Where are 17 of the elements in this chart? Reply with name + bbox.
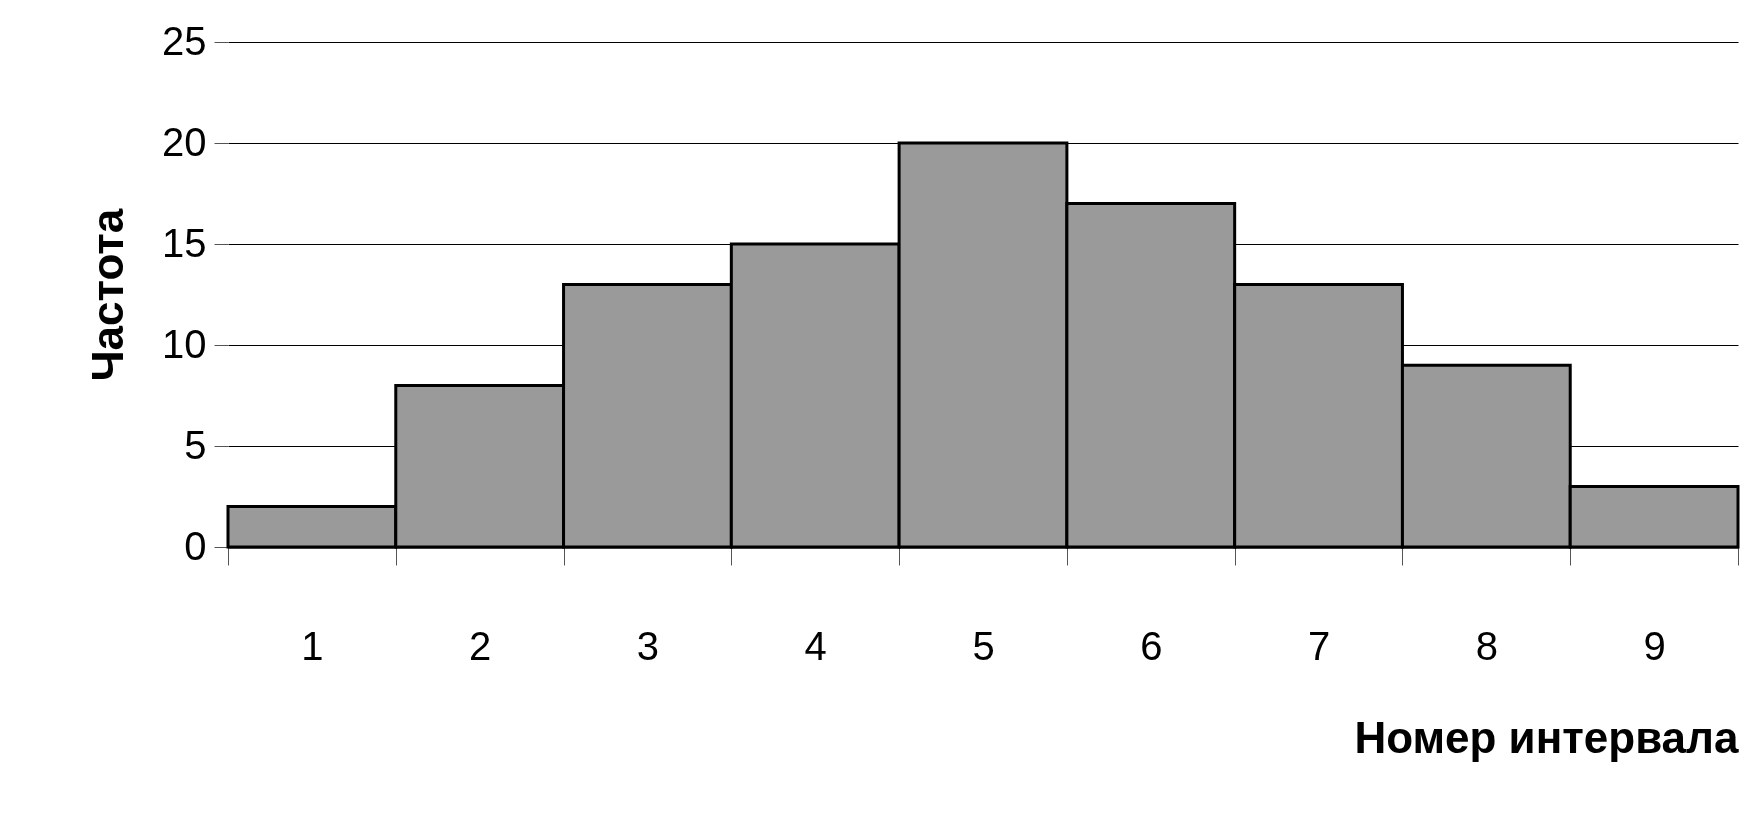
x-tick-label: 1: [301, 623, 324, 668]
x-axis-title: Номер интервала: [1354, 712, 1740, 762]
y-tick-label: 10: [162, 321, 207, 366]
x-tick-label: 4: [804, 623, 827, 668]
y-axis-title: Частота: [83, 208, 133, 382]
y-tick-label: 15: [162, 220, 207, 265]
x-tick-label: 2: [469, 623, 492, 668]
y-tick-label: 25: [162, 18, 207, 63]
y-tick-label: 20: [162, 119, 207, 164]
x-tick-label: 8: [1475, 623, 1498, 668]
x-tick-label: 5: [972, 623, 995, 668]
x-tick-label: 9: [1643, 623, 1666, 668]
y-tick-label: 0: [184, 523, 207, 568]
x-tick-label: 7: [1307, 623, 1331, 668]
x-tick-label: 6: [1140, 623, 1163, 668]
y-tick-label: 5: [184, 422, 207, 467]
x-tick-label: 3: [636, 623, 660, 668]
